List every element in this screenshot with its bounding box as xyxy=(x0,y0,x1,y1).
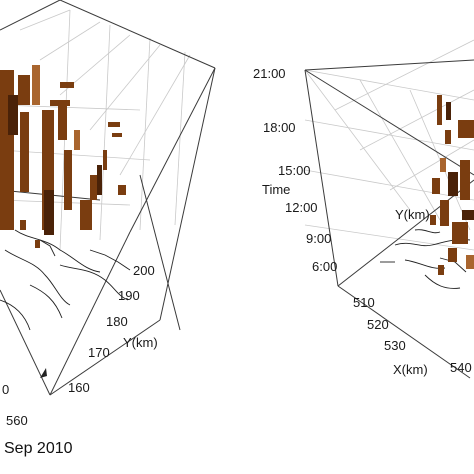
storm-cell xyxy=(466,255,474,269)
right-time-axis-ticks: 21:00 18:00 15:00 12:00 9:00 6:00 xyxy=(253,66,337,274)
right-storm-cells xyxy=(430,95,474,275)
storm-cell xyxy=(440,158,446,172)
storm-cell xyxy=(60,82,74,88)
storm-cell xyxy=(50,100,70,106)
x-tick-label-partial: 0 xyxy=(2,382,9,397)
left-panel: 200 190 180 170 160 Y(km) 0 560 xyxy=(0,0,216,428)
storm-cell xyxy=(32,65,40,105)
time-axis-title: Time xyxy=(262,182,290,197)
storm-cell xyxy=(90,175,97,200)
x-tick-label: 530 xyxy=(384,338,406,353)
left-y-axis-title: Y(km) xyxy=(123,335,158,350)
storm-cell xyxy=(440,200,449,226)
figure-caption: Sep 2010 xyxy=(4,440,73,457)
right-x-axis-title: X(km) xyxy=(393,362,428,377)
right-panel: 21:00 18:00 15:00 12:00 9:00 6:00 Time Y… xyxy=(253,39,474,379)
storm-cell xyxy=(8,95,18,135)
storm-cell xyxy=(460,160,470,200)
storm-cell xyxy=(97,165,102,195)
time-tick-label: 6:00 xyxy=(312,259,337,274)
storm-cell xyxy=(438,265,444,275)
storm-cell xyxy=(74,130,80,150)
storm-cell xyxy=(18,75,30,105)
time-tick-label: 12:00 xyxy=(285,200,318,215)
y-tick-label: 170 xyxy=(88,345,110,360)
x-tick-label: 510 xyxy=(353,295,375,310)
storm-cell xyxy=(445,130,451,144)
x-tick-label: 520 xyxy=(367,317,389,332)
storm-cell xyxy=(118,185,126,195)
left-storm-cells xyxy=(0,65,126,248)
y-tick-label: 180 xyxy=(106,314,128,329)
time-tick-label: 21:00 xyxy=(253,66,286,81)
storm-cell xyxy=(44,190,54,235)
left-box-frame xyxy=(0,0,216,396)
storm-cell xyxy=(448,248,457,262)
storm-cell xyxy=(458,120,474,138)
cursor-arrow-icon xyxy=(40,368,47,378)
y-tick-label: 190 xyxy=(118,288,140,303)
storm-cell xyxy=(108,122,120,127)
storm-cell xyxy=(35,240,40,248)
x-tick-label: 540 xyxy=(450,360,472,375)
storm-cell xyxy=(462,210,474,220)
right-box-frame xyxy=(304,59,474,379)
time-tick-label: 9:00 xyxy=(306,231,331,246)
x-tick-label: 560 xyxy=(6,413,28,428)
storm-cell xyxy=(432,178,440,194)
storm-cell xyxy=(452,222,468,244)
storm-cell xyxy=(103,150,107,170)
storm-cell xyxy=(20,220,26,230)
y-tick-label: 160 xyxy=(68,380,90,395)
y-tick-label: 200 xyxy=(133,263,155,278)
storm-cell xyxy=(0,70,14,230)
left-surface-traces xyxy=(0,229,131,331)
storm-cell xyxy=(430,215,436,225)
time-tick-label: 18:00 xyxy=(263,120,296,135)
left-y-axis-ticks: 200 190 180 170 160 xyxy=(68,263,155,395)
storm-cell xyxy=(437,95,442,125)
storm-cell xyxy=(64,150,72,210)
time-tick-label: 15:00 xyxy=(278,163,311,178)
storm-cell xyxy=(20,112,29,192)
storm-cell xyxy=(446,102,451,120)
storm-cell xyxy=(58,100,67,140)
storm-cell xyxy=(448,172,458,196)
storm-cell xyxy=(112,133,122,137)
storm-cell xyxy=(80,200,92,230)
right-x-axis-ticks: 510 520 530 540 xyxy=(353,295,472,375)
right-y-axis-title: Y(km) xyxy=(395,207,430,222)
